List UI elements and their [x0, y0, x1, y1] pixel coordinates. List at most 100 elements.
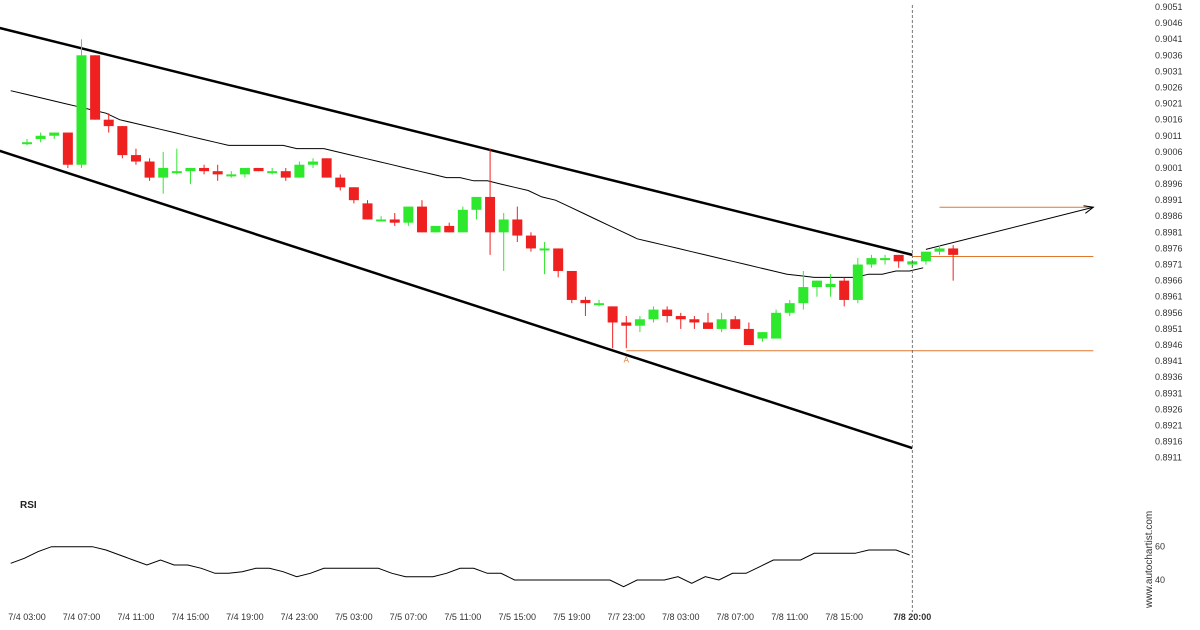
price-tick-label: 0.8966: [1155, 276, 1183, 286]
channel-upper-line: [0, 26, 913, 257]
candle: [158, 151, 169, 194]
candle: [594, 299, 605, 307]
candle-body: [389, 219, 400, 223]
price-tick-label: 0.9041: [1155, 34, 1183, 44]
candle-body: [634, 319, 645, 326]
candle: [703, 312, 713, 329]
candle: [144, 158, 155, 181]
time-tick-label: 7/4 23:00: [281, 612, 319, 622]
pattern-point-label: A: [624, 356, 630, 365]
time-tick-label: 7/5 19:00: [553, 612, 591, 622]
candle-body: [144, 161, 155, 178]
price-tick-label: 0.8951: [1155, 324, 1183, 334]
price-tick-label: 0.8921: [1155, 420, 1183, 430]
candle: [130, 148, 141, 165]
candle: [348, 187, 359, 204]
candle-body: [294, 164, 305, 178]
time-tick-label: 7/8 15:00: [825, 612, 863, 622]
candle: [743, 322, 754, 346]
candle: [171, 148, 182, 175]
price-tick-label: 0.8996: [1155, 179, 1183, 189]
candle: [566, 270, 577, 304]
candle: [335, 174, 346, 191]
candle: [634, 316, 645, 333]
candle: [948, 245, 959, 281]
price-tick-label: 0.8941: [1155, 356, 1183, 366]
candle: [280, 167, 291, 181]
candle-body: [920, 251, 931, 262]
candle: [294, 161, 305, 178]
price-tick-label: 0.8971: [1155, 260, 1183, 270]
candle-body: [839, 280, 850, 300]
rsi-tick-label: 60: [1155, 542, 1165, 552]
candle: [403, 206, 414, 226]
price-tick-label: 0.8976: [1155, 243, 1183, 253]
candle: [648, 306, 659, 323]
candle: [185, 167, 196, 185]
price-tick-label: 0.9016: [1155, 115, 1183, 125]
price-tick-label: 0.9021: [1155, 99, 1183, 109]
candle-body: [485, 196, 496, 233]
price-tick-label: 0.9046: [1155, 18, 1183, 28]
candle: [430, 225, 441, 233]
candle: [485, 148, 496, 255]
candle: [362, 200, 373, 220]
time-tick-label: 7/8 11:00: [771, 612, 808, 622]
candle-body: [607, 306, 618, 323]
candle-body: [948, 248, 959, 255]
candle-body: [76, 55, 87, 165]
candle-body: [376, 219, 387, 222]
candle-body: [117, 126, 128, 156]
price-tick-label: 0.9011: [1155, 131, 1182, 141]
candle-body: [62, 132, 73, 165]
time-tick-label: 7/5 15:00: [499, 612, 537, 622]
candle: [498, 213, 509, 271]
rsi-panel: RSI 60 40: [10, 500, 1165, 588]
time-tick-label: 7/7 23:00: [608, 612, 646, 622]
candle: [675, 312, 686, 329]
candle-body: [880, 258, 891, 261]
candle-body: [934, 248, 945, 252]
price-tick-label: 0.8986: [1155, 211, 1183, 221]
moving-average-line: [10, 90, 924, 278]
candle: [512, 206, 523, 242]
candle: [308, 158, 319, 168]
candle: [90, 55, 101, 120]
candle-body: [280, 171, 291, 178]
candle: [689, 316, 700, 329]
channel-lower-line: [0, 149, 913, 450]
candle: [457, 206, 468, 233]
rsi-label: RSI: [20, 500, 37, 511]
candle: [730, 316, 741, 329]
candle: [212, 164, 223, 181]
candle-body: [226, 174, 237, 177]
candle-body: [498, 219, 509, 233]
candle: [321, 158, 332, 178]
candle-body: [703, 322, 713, 329]
price-tick-label: 0.9031: [1155, 66, 1183, 76]
candle-body: [321, 158, 332, 178]
candle: [267, 167, 278, 175]
candle: [580, 296, 591, 317]
candle-body: [716, 319, 727, 329]
candle: [539, 242, 550, 275]
candle-body: [130, 155, 141, 162]
candle: [553, 248, 564, 278]
time-tick-label: 7/5 03:00: [335, 612, 373, 622]
price-tick-label: 0.9001: [1155, 163, 1183, 173]
candle: [811, 280, 822, 297]
candle: [866, 254, 877, 268]
candle-body: [553, 248, 564, 271]
candle-body: [158, 167, 169, 178]
candle-body: [239, 167, 250, 175]
candle: [852, 258, 863, 304]
candle-body: [771, 312, 782, 339]
candle-body: [784, 303, 795, 313]
candle-body: [662, 309, 673, 317]
price-tick-label: 0.9026: [1155, 82, 1183, 92]
candle-body: [866, 258, 877, 265]
candle-body: [185, 167, 196, 172]
candle: [757, 332, 768, 342]
time-tick-label: 7/4 03:00: [8, 612, 46, 622]
